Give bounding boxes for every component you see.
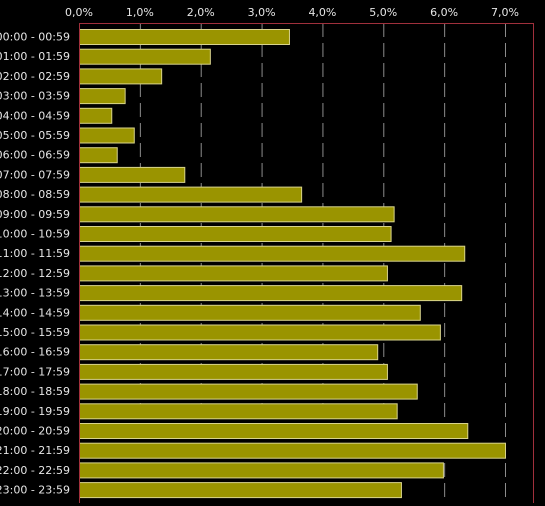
bar (79, 363, 388, 380)
bar (79, 265, 388, 282)
category-label: 22:00 - 22:59 (0, 464, 70, 477)
category-label: 01:00 - 01:59 (0, 50, 70, 63)
bar (79, 383, 418, 400)
bar (79, 403, 398, 420)
x-tick-label: 5,0% (369, 6, 397, 19)
bar (79, 245, 466, 262)
category-label: 09:00 - 09:59 (0, 208, 70, 221)
category-label: 23:00 - 23:59 (0, 484, 70, 497)
x-tick-label: 1,0% (126, 6, 154, 19)
category-label: 00:00 - 00:59 (0, 31, 70, 44)
bar (79, 166, 186, 183)
x-tick-label: 4,0% (308, 6, 336, 19)
category-label: 17:00 - 17:59 (0, 365, 70, 378)
x-axis-tick-labels: 0,0% 1,0% 2,0% 3,0% 4,0% 5,0% 6,0% 7,0% (65, 6, 519, 19)
category-label: 19:00 - 19:59 (0, 405, 70, 418)
x-tick-label: 3,0% (248, 6, 276, 19)
x-tick-label: 0,0% (65, 6, 93, 19)
bar (79, 304, 421, 321)
bar (79, 48, 211, 65)
bar (79, 127, 135, 144)
bar (79, 482, 402, 499)
bar (79, 147, 118, 164)
bar (79, 107, 113, 124)
category-label: 02:00 - 02:59 (0, 70, 70, 83)
y-axis-category-labels: 00:00 - 00:59 01:00 - 01:59 02:00 - 02:59 0… (0, 31, 70, 497)
category-label: 13:00 - 13:59 (0, 287, 70, 300)
bar (79, 68, 163, 85)
bar (79, 206, 395, 223)
bars (79, 29, 506, 499)
bar (79, 344, 379, 361)
x-tick-label: 6,0% (430, 6, 458, 19)
category-label: 04:00 - 04:59 (0, 109, 70, 122)
bar (79, 186, 303, 203)
x-tick-label: 7,0% (491, 6, 519, 19)
category-label: 15:00 - 15:59 (0, 326, 70, 339)
category-label: 06:00 - 06:59 (0, 149, 70, 162)
category-label: 03:00 - 03:59 (0, 90, 70, 103)
category-label: 20:00 - 20:59 (0, 425, 70, 438)
category-label: 07:00 - 07:59 (0, 168, 70, 181)
plot-frame (79, 23, 534, 503)
category-label: 10:00 - 10:59 (0, 228, 70, 241)
category-label: 08:00 - 08:59 (0, 188, 70, 201)
bar (79, 226, 392, 242)
category-label: 11:00 - 11:59 (0, 247, 70, 260)
category-label: 21:00 - 21:59 (0, 444, 70, 457)
category-label: 05:00 - 05:59 (0, 129, 70, 142)
bar (79, 324, 441, 341)
bar (79, 442, 506, 459)
category-label: 18:00 - 18:59 (0, 385, 70, 398)
bar (79, 285, 463, 302)
category-label: 14:00 - 14:59 (0, 306, 70, 319)
category-label: 16:00 - 16:59 (0, 346, 70, 359)
bar (79, 88, 126, 105)
category-label: 12:00 - 12:59 (0, 267, 70, 280)
bar (79, 29, 290, 45)
x-tick-label: 2,0% (187, 6, 215, 19)
bar (79, 423, 469, 439)
bar (79, 462, 444, 479)
